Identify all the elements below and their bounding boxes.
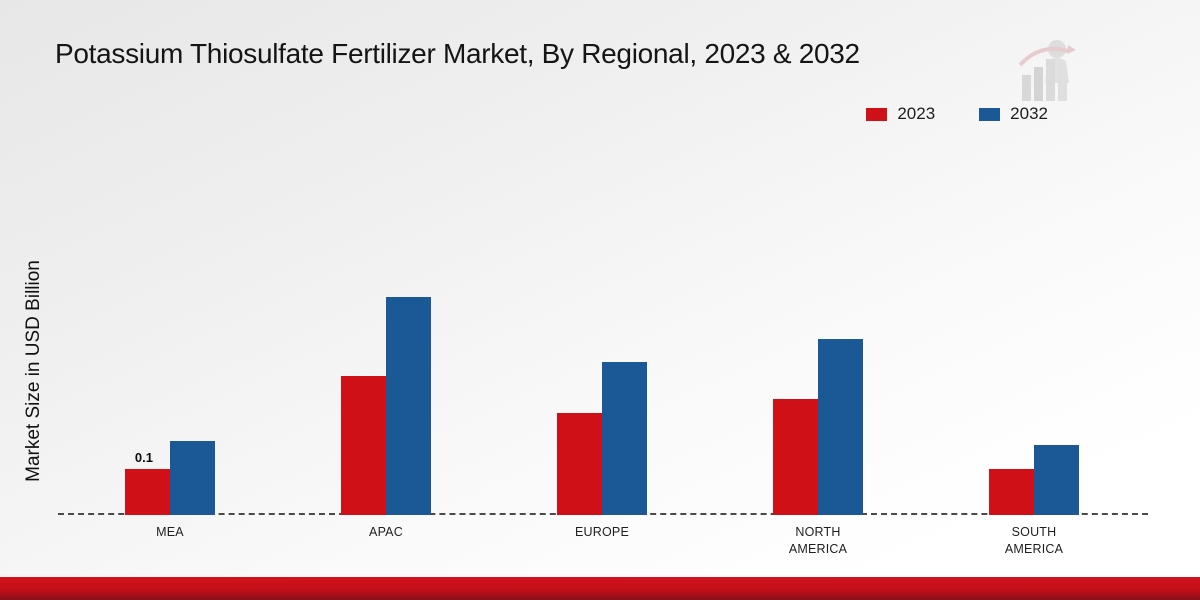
bar-2032-europe [602,362,647,515]
chart-title: Potassium Thiosulfate Fertilizer Market,… [55,38,860,69]
bar-2032-apac [386,297,431,515]
bar-group-mea: 0.1 MEA [125,283,215,539]
legend-swatch-2032 [979,107,1001,121]
legend-swatch-2023 [866,107,888,121]
bars-apac [341,297,431,515]
bar-2023-apac [341,376,386,515]
category-label-mea: MEA [156,525,184,539]
bar-group-north-america: NORTH AMERICA [773,283,863,556]
bar-group-south-america: SOUTH AMERICA [989,283,1079,556]
y-axis-label: Market Size in USD Billion [23,260,44,482]
bar-2032-mea [170,441,215,515]
legend-label-2032: 2032 [1010,104,1048,123]
legend: 2023 2032 [866,104,1048,124]
category-label-apac: APAC [369,525,403,539]
bar-2032-south-america [1034,445,1079,515]
footer-brand-band [0,577,1200,600]
bars-europe [557,362,647,515]
bar-value-label-2023-mea: 0.1 [134,450,153,465]
bar-2023-europe [557,413,602,515]
bars-south-america [989,445,1079,515]
legend-item-2023: 2023 [866,104,935,124]
legend-label-2023: 2023 [897,104,936,123]
category-label-europe: EUROPE [575,525,629,539]
bar-2032-north-america [818,339,863,515]
category-label-south-america: SOUTH AMERICA [1004,525,1064,556]
mrf-logo-icon [1010,35,1082,112]
plot-area: 0.1 MEA APAC EUROPE NORTH AMERICA SOUTH AMERI… [62,283,1142,556]
bars-mea: 0.1 [125,441,215,515]
bar-2023-mea: 0.1 [125,450,170,515]
bar-2023-north-america [773,399,818,515]
bar-group-europe: EUROPE [557,283,647,539]
bar-group-apac: APAC [341,283,431,539]
bar-2023-south-america [989,469,1034,515]
legend-item-2032: 2032 [979,104,1048,124]
category-label-north-america: NORTH AMERICA [788,525,848,556]
bars-north-america [773,339,863,515]
